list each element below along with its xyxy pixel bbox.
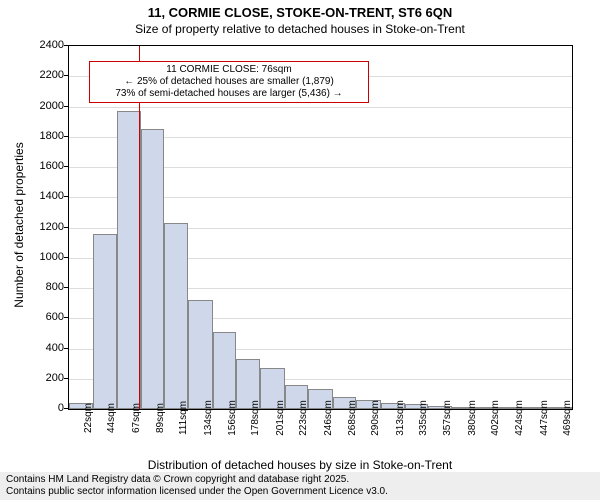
y-tick-label: 0 [24, 402, 64, 414]
x-axis-title: Distribution of detached houses by size … [0, 458, 600, 472]
x-tick-label: 380sqm [467, 400, 478, 436]
y-tick-mark [64, 317, 68, 318]
y-tick-mark [64, 75, 68, 76]
y-tick-mark [64, 45, 68, 46]
attribution-line-2: Contains public sector information licen… [6, 486, 594, 498]
x-tick-label: 290sqm [370, 400, 381, 436]
y-tick-label: 2000 [24, 100, 64, 112]
chart-container: 11, CORMIE CLOSE, STOKE-ON-TRENT, ST6 6Q… [0, 0, 600, 500]
y-tick-label: 1000 [24, 251, 64, 263]
grid-line [69, 107, 572, 108]
x-tick-label: 178sqm [250, 400, 261, 436]
histogram-bar [93, 234, 118, 409]
y-tick-mark [64, 378, 68, 379]
x-tick-label: 44sqm [106, 403, 117, 433]
x-tick-label: 223sqm [298, 400, 309, 436]
histogram-bar [141, 129, 165, 409]
y-tick-mark [64, 257, 68, 258]
x-tick-label: 424sqm [514, 400, 525, 436]
y-tick-mark [64, 166, 68, 167]
x-tick-label: 22sqm [83, 403, 94, 433]
x-tick-label: 313sqm [395, 400, 406, 436]
callout-box: 11 CORMIE CLOSE: 76sqm← 25% of detached … [89, 61, 369, 103]
y-tick-mark [64, 196, 68, 197]
y-tick-label: 200 [24, 372, 64, 384]
y-tick-mark [64, 348, 68, 349]
y-tick-label: 2400 [24, 39, 64, 51]
histogram-bar [164, 223, 188, 409]
callout-line: ← 25% of detached houses are smaller (1,… [94, 76, 364, 88]
y-tick-mark [64, 408, 68, 409]
x-tick-label: 357sqm [442, 400, 453, 436]
x-tick-label: 246sqm [323, 400, 334, 436]
x-tick-label: 111sqm [178, 401, 189, 435]
x-tick-label: 89sqm [155, 403, 166, 433]
y-tick-label: 600 [24, 311, 64, 323]
y-tick-mark [64, 136, 68, 137]
y-tick-label: 1200 [24, 221, 64, 233]
y-tick-mark [64, 227, 68, 228]
chart-subtitle: Size of property relative to detached ho… [0, 22, 600, 36]
histogram-bar [188, 300, 213, 409]
y-tick-mark [64, 287, 68, 288]
histogram-bar [117, 111, 141, 409]
attribution-line-1: Contains HM Land Registry data © Crown c… [6, 474, 594, 486]
x-tick-label: 134sqm [203, 400, 214, 436]
y-tick-label: 1800 [24, 130, 64, 142]
y-tick-label: 1600 [24, 160, 64, 172]
x-tick-label: 67sqm [131, 403, 142, 433]
x-tick-label: 268sqm [347, 400, 358, 436]
callout-line: 11 CORMIE CLOSE: 76sqm [94, 64, 364, 76]
x-tick-label: 469sqm [562, 400, 573, 436]
y-tick-label: 800 [24, 281, 64, 293]
y-tick-label: 1400 [24, 190, 64, 202]
y-tick-label: 400 [24, 342, 64, 354]
callout-line: 73% of semi-detached houses are larger (… [94, 88, 364, 100]
y-tick-label: 2200 [24, 69, 64, 81]
x-tick-label: 201sqm [275, 400, 286, 436]
histogram-bar [213, 332, 237, 409]
attribution-footer: Contains HM Land Registry data © Crown c… [0, 472, 600, 500]
y-tick-mark [64, 106, 68, 107]
x-tick-label: 402sqm [490, 400, 501, 436]
x-tick-label: 447sqm [539, 400, 550, 436]
x-tick-label: 156sqm [227, 400, 238, 436]
chart-title: 11, CORMIE CLOSE, STOKE-ON-TRENT, ST6 6Q… [0, 5, 600, 20]
plot-area: 11 CORMIE CLOSE: 76sqm← 25% of detached … [68, 45, 573, 410]
x-tick-label: 335sqm [418, 400, 429, 436]
